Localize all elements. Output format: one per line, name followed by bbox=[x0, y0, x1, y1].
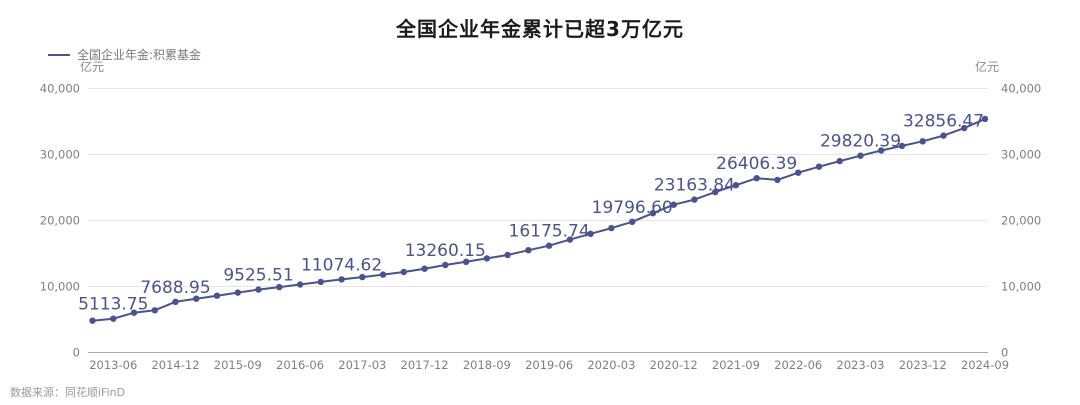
data-point-marker[interactable] bbox=[691, 196, 698, 203]
data-point-marker[interactable] bbox=[379, 271, 387, 278]
x-axis-tick-label: 2022-06 bbox=[774, 358, 822, 372]
x-axis-tick-label: 2020-12 bbox=[650, 358, 698, 372]
data-value-label: 26406.39 bbox=[716, 154, 797, 174]
data-point-marker[interactable] bbox=[442, 261, 449, 269]
data-point-marker[interactable] bbox=[940, 132, 947, 139]
y-axis-tick-label-left: 40,000 bbox=[40, 82, 80, 96]
y-axis-tick-label-left: 10,000 bbox=[40, 280, 80, 294]
series-line bbox=[92, 117, 986, 322]
data-point-marker[interactable] bbox=[296, 281, 304, 288]
data-point-marker[interactable] bbox=[919, 138, 926, 145]
data-point-marker[interactable] bbox=[338, 276, 345, 283]
y-axis-unit-left: 亿元 bbox=[80, 60, 105, 74]
x-axis-tick-label: 2019-06 bbox=[525, 358, 573, 372]
x-axis-tick-label: 2013-06 bbox=[89, 358, 137, 372]
data-point-marker[interactable] bbox=[670, 201, 677, 208]
data-point-marker[interactable] bbox=[878, 147, 885, 154]
data-point-marker[interactable] bbox=[504, 251, 511, 259]
y-axis-unit-right: 亿元 bbox=[975, 60, 1000, 74]
data-point-marker[interactable] bbox=[400, 268, 407, 276]
data-point-marker[interactable] bbox=[774, 176, 781, 184]
data-value-label: 29820.39 bbox=[820, 132, 901, 152]
y-axis-tick-label-left: 0 bbox=[73, 346, 80, 360]
data-point-marker[interactable] bbox=[836, 157, 843, 165]
legend-line-icon bbox=[48, 53, 70, 56]
data-point-marker[interactable] bbox=[151, 307, 158, 314]
data-point-marker[interactable] bbox=[795, 169, 802, 176]
data-point-marker[interactable] bbox=[629, 218, 636, 225]
data-point-marker[interactable] bbox=[213, 292, 221, 299]
data-point-marker[interactable] bbox=[545, 242, 553, 249]
data-point-marker[interactable] bbox=[815, 163, 823, 170]
x-axis-tick-label: 2021-09 bbox=[712, 358, 760, 372]
data-point-marker[interactable] bbox=[732, 182, 740, 189]
y-axis-tick-label-right: 40,000 bbox=[1001, 82, 1041, 96]
chart-title: 全国企业年金累计已超3万亿元 bbox=[396, 17, 684, 41]
data-point-marker[interactable] bbox=[566, 236, 574, 243]
data-value-label: 11074.62 bbox=[301, 255, 382, 275]
data-value-label: 7688.95 bbox=[140, 278, 210, 298]
y-axis-tick-label-right: 10,000 bbox=[1001, 280, 1041, 294]
y-axis-tick-label-right: 0 bbox=[1001, 346, 1008, 360]
data-value-label: 16175.74 bbox=[509, 222, 590, 242]
legend[interactable]: 全国企业年金:积累基金 bbox=[48, 46, 201, 63]
data-point-marker[interactable] bbox=[193, 295, 200, 302]
x-axis-tick-label: 2018-09 bbox=[463, 358, 511, 372]
data-point-marker[interactable] bbox=[110, 315, 117, 322]
y-axis-tick-label-right: 30,000 bbox=[1001, 148, 1041, 162]
data-point-marker[interactable] bbox=[961, 124, 968, 132]
data-value-label: 9525.51 bbox=[223, 266, 293, 286]
data-point-marker[interactable] bbox=[462, 258, 470, 265]
y-axis-tick-label-left: 20,000 bbox=[40, 214, 80, 228]
data-value-label: 32856.47 bbox=[903, 112, 984, 132]
data-point-marker[interactable] bbox=[753, 175, 760, 182]
data-point-marker[interactable] bbox=[234, 289, 241, 296]
data-point-marker[interactable] bbox=[130, 309, 138, 316]
data-point-marker[interactable] bbox=[172, 298, 179, 305]
data-point-marker[interactable] bbox=[587, 230, 594, 237]
legend-series-label: 全国企业年金:积累基金 bbox=[77, 48, 202, 62]
x-axis-tick-label: 2024-09 bbox=[961, 358, 1009, 372]
y-axis-tick-label-left: 30,000 bbox=[40, 148, 80, 162]
data-point-marker[interactable] bbox=[421, 265, 428, 272]
data-point-marker[interactable] bbox=[359, 273, 366, 281]
data-point-marker[interactable] bbox=[981, 115, 989, 123]
x-axis-tick-label: 2017-03 bbox=[338, 358, 386, 372]
x-axis-tick-label: 2023-12 bbox=[899, 358, 947, 372]
data-point-marker[interactable] bbox=[483, 255, 491, 262]
data-source-note: 数据来源：同花顺iFinD bbox=[10, 386, 126, 399]
data-point-marker[interactable] bbox=[712, 188, 719, 196]
x-axis-tick-label: 2017-12 bbox=[401, 358, 449, 372]
data-value-label: 5113.75 bbox=[78, 295, 148, 315]
data-point-marker[interactable] bbox=[649, 210, 657, 217]
data-point-marker[interactable] bbox=[255, 286, 262, 293]
data-point-marker[interactable] bbox=[89, 317, 96, 324]
x-axis-tick-label: 2020-03 bbox=[587, 358, 635, 372]
x-axis-tick-label: 2016-06 bbox=[276, 358, 324, 372]
data-value-label: 13260.15 bbox=[405, 241, 486, 261]
x-axis-tick-label: 2014-12 bbox=[151, 358, 199, 372]
data-point-marker[interactable] bbox=[317, 278, 324, 286]
x-axis-tick-label: 2015-09 bbox=[214, 358, 262, 372]
x-axis-tick-label: 2023-03 bbox=[836, 358, 884, 372]
data-value-label: 19796.60 bbox=[592, 198, 673, 218]
data-point-marker[interactable] bbox=[608, 224, 615, 232]
data-point-marker[interactable] bbox=[898, 142, 906, 150]
data-point-marker[interactable] bbox=[525, 247, 532, 254]
data-point-marker[interactable] bbox=[857, 152, 864, 159]
data-value-label: 23163.84 bbox=[654, 176, 735, 196]
data-point-marker[interactable] bbox=[276, 283, 283, 291]
y-axis-tick-label-right: 20,000 bbox=[1001, 214, 1041, 228]
